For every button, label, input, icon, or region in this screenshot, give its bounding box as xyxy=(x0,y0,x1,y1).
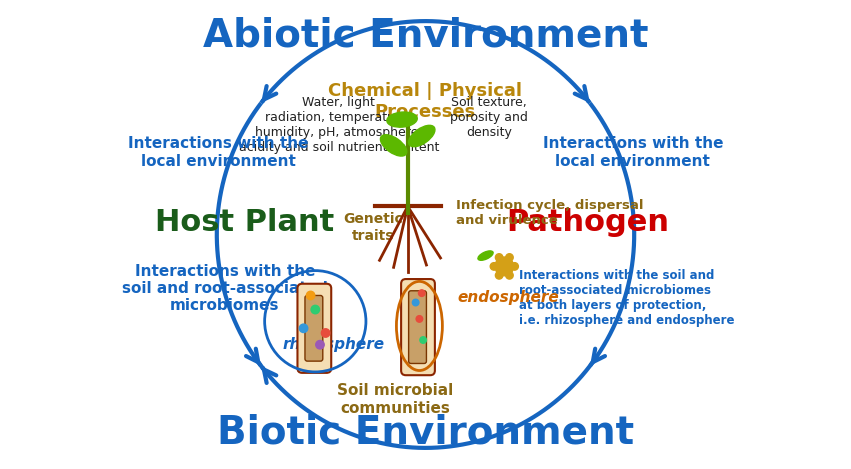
Text: Pathogen: Pathogen xyxy=(505,208,669,237)
Text: Soil microbial
communities: Soil microbial communities xyxy=(337,383,453,416)
Circle shape xyxy=(420,337,426,343)
Circle shape xyxy=(505,254,513,261)
Circle shape xyxy=(413,299,419,306)
Text: Abiotic Environment: Abiotic Environment xyxy=(203,16,648,54)
Ellipse shape xyxy=(408,125,435,147)
Text: Biotic Environment: Biotic Environment xyxy=(217,413,634,451)
Ellipse shape xyxy=(380,135,407,156)
Ellipse shape xyxy=(478,251,493,260)
Text: Infection cycle, dispersal
and virulence: Infection cycle, dispersal and virulence xyxy=(456,199,643,227)
Circle shape xyxy=(416,316,423,322)
Circle shape xyxy=(495,272,503,279)
FancyBboxPatch shape xyxy=(408,291,426,363)
Text: endosphere: endosphere xyxy=(457,290,559,305)
Text: Interactions with the
local environment: Interactions with the local environment xyxy=(128,136,308,169)
Text: Interactions with the
soil and root-associated
microbiomes: Interactions with the soil and root-asso… xyxy=(122,264,328,313)
FancyBboxPatch shape xyxy=(305,295,323,361)
Circle shape xyxy=(495,254,503,261)
Circle shape xyxy=(495,257,514,276)
Circle shape xyxy=(511,263,518,270)
Text: Interactions with the soil and
root-associated microbiomes
at both layers of pro: Interactions with the soil and root-asso… xyxy=(519,269,735,327)
Text: Genetic
traits: Genetic traits xyxy=(344,212,403,242)
Text: Water, light
radiation, temperature,
humidity, pH, atmosphere,
acidity and soil : Water, light radiation, temperature, hum… xyxy=(238,96,439,154)
Circle shape xyxy=(306,291,315,300)
Text: Host Plant: Host Plant xyxy=(156,208,334,237)
Ellipse shape xyxy=(387,112,417,127)
Text: Interactions with the
local environment: Interactions with the local environment xyxy=(543,136,723,169)
Text: Chemical | Physical
Processes: Chemical | Physical Processes xyxy=(328,82,523,121)
Circle shape xyxy=(300,324,308,333)
Text: Soil texture,
porosity and
density: Soil texture, porosity and density xyxy=(450,96,528,139)
Circle shape xyxy=(490,263,498,270)
FancyBboxPatch shape xyxy=(401,279,435,375)
Text: rhizosphere: rhizosphere xyxy=(283,337,386,352)
Circle shape xyxy=(311,305,319,314)
Circle shape xyxy=(505,272,513,279)
FancyBboxPatch shape xyxy=(298,284,331,373)
Circle shape xyxy=(419,290,425,296)
Circle shape xyxy=(316,340,324,349)
Circle shape xyxy=(322,329,330,337)
